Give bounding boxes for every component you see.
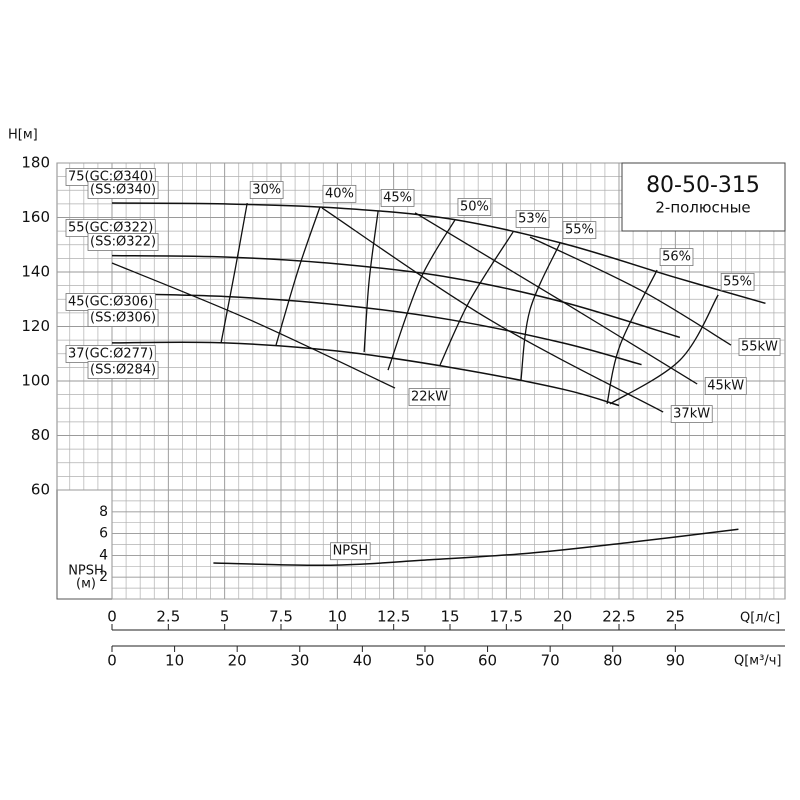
efficiency-label: 53%: [518, 211, 547, 226]
model-box: [621, 162, 786, 232]
label-box: [408, 388, 451, 406]
power-label: 37kW: [673, 407, 710, 422]
efficiency-label: 45%: [383, 190, 412, 205]
x2-tick-label: 80: [603, 652, 622, 670]
x-tick-label: 2.5: [156, 608, 180, 626]
label-box: [515, 210, 550, 228]
curve-label: 55(GC:Ø322): [68, 221, 153, 236]
x2-tick-label: 50: [415, 652, 434, 670]
label-box: [87, 361, 159, 379]
y-tick-label: 120: [21, 317, 50, 335]
curve-sublabel: (SS:Ø306): [90, 311, 156, 326]
x-tick-label: 15: [440, 608, 459, 626]
x2-axis-label: Q[м³/ч]: [734, 654, 781, 669]
x-axis-label: Q[л/с]: [740, 611, 780, 626]
power-label: 45kW: [707, 378, 744, 393]
efficiency-label: 55%: [723, 274, 752, 289]
curve-label: 37(GC:Ø277): [68, 347, 153, 362]
npsh-tick-label: 2: [99, 569, 108, 585]
label-box: [720, 272, 755, 291]
label-box: [380, 189, 415, 207]
y-tick-label: 180: [21, 154, 50, 172]
power-label: 22kW: [411, 390, 448, 405]
label-box: [87, 309, 159, 327]
x-tick-label: 22.5: [602, 608, 635, 626]
label-box: [457, 198, 492, 216]
subtitle: 2-полюсные: [655, 199, 750, 217]
x2-tick-label: 10: [165, 652, 184, 670]
efficiency-line: [609, 294, 719, 405]
efficiency-line: [520, 242, 561, 380]
efficiency-label: 30%: [252, 183, 281, 198]
x-tick-label: 20: [553, 608, 572, 626]
efficiency-label: 40%: [325, 186, 354, 201]
power-line: [529, 236, 732, 346]
curve-label: 75(GC:Ø340): [68, 170, 153, 185]
npsh-tick-label: 6: [99, 526, 108, 542]
label-box: [562, 221, 597, 240]
efficiency-line: [363, 210, 379, 353]
label-box: [322, 184, 357, 203]
head-curve: [111, 254, 681, 339]
curve-label: 45(GC:Ø306): [68, 295, 153, 310]
head-curve: [111, 341, 620, 407]
x-tick-label: 25: [666, 608, 685, 626]
label-box: [87, 181, 159, 199]
label-box: [87, 233, 159, 251]
npsh-tick-label: 4: [99, 547, 108, 563]
efficiency-line: [275, 206, 321, 346]
npsh-curve-label: NPSH: [333, 544, 369, 559]
efficiency-line: [439, 231, 514, 366]
x2-tick-label: 0: [107, 652, 117, 670]
x-tick-label: 7.5: [269, 608, 293, 626]
model: 80-50-315: [646, 173, 760, 198]
y-tick-label: 140: [21, 263, 50, 281]
x2-tick-label: 60: [478, 652, 497, 670]
x2-tick-label: 30: [290, 652, 309, 670]
npsh-axis-unit: (м): [76, 577, 96, 592]
power-line: [111, 262, 396, 389]
power-label: 55kW: [741, 340, 778, 355]
label-box: [704, 377, 747, 395]
y-tick-label: 80: [31, 426, 50, 444]
npsh-axis-label: NPSH: [68, 564, 104, 579]
power-line: [414, 212, 698, 385]
x2-tick-label: 90: [666, 652, 685, 670]
curve-sublabel: (SS:Ø340): [90, 183, 156, 198]
efficiency-label: 55%: [565, 223, 594, 238]
efficiency-label: 50%: [460, 199, 489, 214]
marks: [111, 202, 766, 567]
label-box: [249, 181, 284, 199]
label-box: [738, 338, 781, 356]
efficiency-line: [606, 269, 658, 405]
x-tick-label: 17.5: [490, 608, 523, 626]
x2-tick-label: 70: [541, 652, 560, 670]
y-tick-label: 160: [21, 208, 50, 226]
label-box: [330, 542, 371, 561]
curve-sublabel: (SS:Ø322): [90, 235, 156, 250]
label-box: [659, 248, 694, 266]
curve-sublabel: (SS:Ø284): [90, 363, 156, 378]
y-tick-label: 100: [21, 372, 50, 390]
head-curve: [111, 202, 766, 305]
x2-tick-label: 20: [228, 652, 247, 670]
efficiency-line: [220, 202, 248, 343]
y-axis-label: H[м]: [8, 128, 38, 143]
label-box: [670, 405, 713, 423]
efficiency-line: [387, 219, 456, 371]
npsh-tick-label: 8: [99, 504, 108, 520]
head-curve: [111, 293, 642, 366]
x2-tick-label: 40: [353, 652, 372, 670]
x-tick-label: 5: [220, 608, 230, 626]
power-line: [321, 207, 664, 413]
x-tick-label: 12.5: [377, 608, 410, 626]
efficiency-label: 56%: [662, 250, 691, 265]
y-tick-label: 60: [31, 481, 50, 499]
x-tick-label: 10: [328, 608, 347, 626]
npsh-curve: [213, 528, 739, 567]
x-tick-label: 0: [107, 608, 117, 626]
